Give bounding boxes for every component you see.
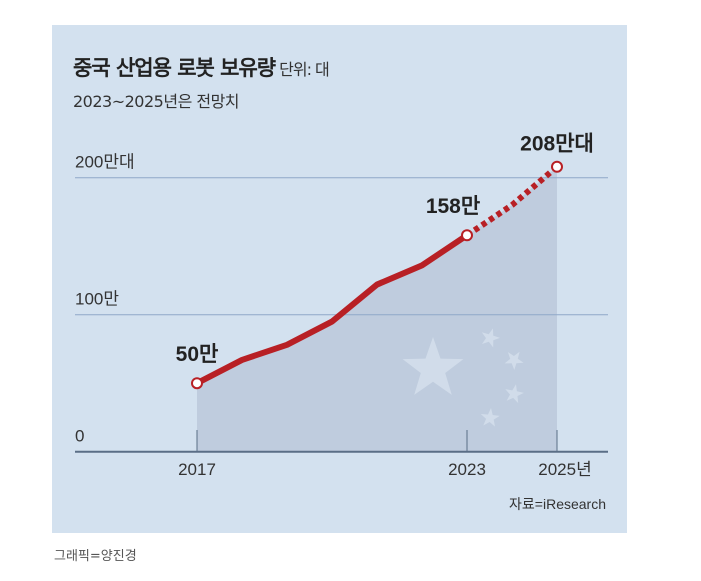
title-text: 중국 산업용 로봇 보유량 bbox=[73, 56, 276, 80]
chart-title: 중국 산업용 로봇 보유량 단위: 대 bbox=[73, 52, 330, 82]
data-label: 50만 bbox=[176, 343, 219, 366]
y-tick-label: 200만대 bbox=[75, 153, 135, 172]
source-note: 자료=iResearch bbox=[509, 496, 606, 512]
projected-series-line bbox=[465, 164, 559, 238]
data-label: 158만 bbox=[426, 195, 480, 218]
graphic-credit: 그래픽=양진경 bbox=[54, 549, 137, 564]
x-tick-label: 2025년 bbox=[538, 460, 591, 479]
china-flag-stars-decoration bbox=[402, 328, 524, 427]
data-label: 208만대 bbox=[520, 133, 594, 156]
x-tick-label: 2017 bbox=[178, 460, 216, 479]
star-icon bbox=[480, 408, 500, 427]
star-icon bbox=[481, 328, 500, 348]
area-fill bbox=[197, 166, 557, 452]
y-tick-label: 0 bbox=[75, 427, 84, 446]
y-tick-label: 100만 bbox=[75, 290, 119, 309]
data-point bbox=[551, 160, 563, 173]
star-icon bbox=[402, 337, 464, 395]
unit-label: 단위: 대 bbox=[279, 60, 330, 79]
data-point bbox=[191, 377, 203, 390]
x-tick-label: 2023 bbox=[448, 460, 486, 479]
star-icon bbox=[505, 384, 524, 404]
chart-subtitle: 2023~2025년은 전망치 bbox=[73, 92, 240, 111]
actual-series-line bbox=[194, 232, 470, 387]
data-point bbox=[461, 229, 473, 242]
star-icon bbox=[504, 351, 524, 370]
